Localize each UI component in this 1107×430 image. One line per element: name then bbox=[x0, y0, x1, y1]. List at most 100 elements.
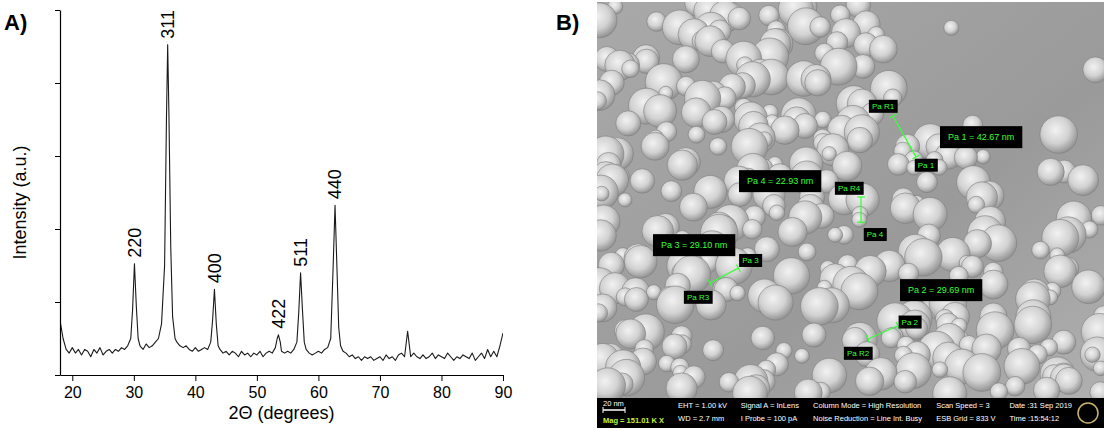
sem-particle bbox=[944, 20, 959, 35]
sem-particle bbox=[990, 383, 1008, 398]
measure-start-label-box bbox=[684, 291, 713, 304]
x-tick-mark bbox=[318, 375, 319, 381]
peak-label: 511 bbox=[291, 238, 311, 267]
magnification: Mag = 151.01 K X bbox=[603, 416, 664, 425]
sem-particle bbox=[979, 270, 1008, 299]
peak-label: 440 bbox=[325, 169, 345, 199]
info-column: Column Mode = High ResolutionNoise Reduc… bbox=[813, 401, 922, 423]
measure-value-label: Pa 3 = 29.10 nm bbox=[653, 234, 735, 256]
info-text: Time :15:54:12 bbox=[1009, 414, 1059, 423]
sem-particle bbox=[1093, 361, 1104, 376]
sem-particle bbox=[616, 111, 641, 136]
measure-start-label: Pa R3 bbox=[684, 291, 713, 304]
sem-particle bbox=[769, 205, 785, 221]
sem-particle bbox=[597, 294, 617, 322]
sem-particle bbox=[597, 175, 618, 210]
y-tick-mark bbox=[55, 10, 60, 11]
sem-particle bbox=[624, 245, 657, 278]
info-text: I Probe = 100 pA bbox=[741, 414, 798, 423]
y-axis-line bbox=[60, 11, 61, 376]
info-column: EHT = 1.00 kV WD = 2.7 mm bbox=[678, 401, 727, 423]
sem-particle bbox=[855, 367, 883, 395]
y-tick-mark bbox=[55, 83, 60, 84]
measure-line bbox=[860, 197, 861, 222]
sem-particle bbox=[1072, 270, 1104, 304]
peak-label: 311 bbox=[158, 10, 178, 39]
info-text: Column Mode = High Resolution bbox=[813, 401, 921, 410]
info-text: Scan Speed = 3 bbox=[936, 401, 990, 410]
sem-particle bbox=[1090, 382, 1104, 398]
info-text: EHT = 1.00 kV bbox=[678, 401, 727, 410]
y-tick bbox=[55, 83, 60, 84]
sem-particle bbox=[661, 181, 682, 202]
info-text: WD = 2.7 mm bbox=[678, 414, 724, 423]
sem-particle bbox=[852, 212, 867, 227]
x-tick-mark bbox=[257, 375, 258, 381]
measurement: Pa R2Pa 2Pa 2 = 29.69 nm bbox=[844, 279, 982, 360]
measure-value-label-text: Pa 4 = 22.93 nm bbox=[747, 176, 813, 186]
y-tick-mark bbox=[55, 302, 60, 303]
sem-particle bbox=[641, 132, 669, 160]
peak-label: 422 bbox=[269, 299, 289, 329]
y-tick bbox=[55, 302, 60, 303]
x-axis: 2030405060708090 bbox=[61, 375, 513, 401]
sem-particle bbox=[798, 243, 816, 261]
sem-particle bbox=[597, 186, 609, 201]
x-tick: 70 bbox=[372, 375, 390, 401]
figure: 20304050607080902Θ (degrees)Intensity (a… bbox=[0, 0, 1107, 430]
sem-particle bbox=[932, 362, 948, 378]
x-tick-mark bbox=[503, 375, 504, 381]
y-tick bbox=[55, 156, 60, 157]
sem-particle bbox=[667, 150, 697, 180]
sem-particle bbox=[742, 219, 762, 239]
measure-end-cap bbox=[866, 335, 869, 342]
measure-end-label-box bbox=[899, 316, 922, 329]
measure-value-label-text: Pa 2 = 29.69 nm bbox=[908, 285, 974, 295]
x-tick: 20 bbox=[64, 375, 82, 401]
logo bbox=[1078, 403, 1098, 423]
sem-particle bbox=[1044, 255, 1077, 288]
sem-particle bbox=[778, 217, 807, 246]
measure-value-label: Pa 4 = 22.93 nm bbox=[739, 170, 821, 192]
x-axis-line bbox=[61, 375, 504, 376]
measure-value-label-box bbox=[900, 279, 982, 301]
y-axis-title: Intensity (a.u.) bbox=[10, 145, 30, 259]
sem-particle bbox=[597, 220, 616, 252]
x-tick-label: 30 bbox=[125, 384, 143, 401]
peak-label: 220 bbox=[125, 228, 145, 258]
sem-particle bbox=[828, 227, 843, 242]
sem-particle bbox=[597, 80, 615, 111]
sem-particle bbox=[702, 109, 727, 134]
info-column: Scan Speed = 3 ESB Grid = 833 V bbox=[936, 401, 995, 423]
measure-start-label: Pa R2 bbox=[844, 347, 873, 360]
sem-particle bbox=[733, 376, 768, 398]
y-axis bbox=[55, 11, 61, 376]
x-tick-mark bbox=[72, 375, 73, 381]
y-tick-mark bbox=[55, 375, 60, 376]
sem-particle bbox=[751, 326, 775, 350]
measure-value-label: Pa 2 = 29.69 nm bbox=[900, 279, 982, 301]
measurements: Pa R1Pa 1Pa 1 = 42.67 nmPa R4Pa 4Pa 4 = … bbox=[653, 100, 1022, 360]
measure-value-label-box bbox=[739, 170, 821, 192]
measure-start-label-text: Pa R3 bbox=[687, 293, 710, 302]
sem-particle bbox=[728, 7, 751, 30]
info-column: Date :31 Sep 2019Time :15:54:12 bbox=[1009, 401, 1072, 423]
panel-letter: A) bbox=[4, 10, 27, 35]
sem-particle bbox=[1005, 376, 1024, 395]
x-tick-mark bbox=[380, 375, 381, 381]
sem-particle bbox=[597, 368, 626, 398]
measure-end-label-text: Pa 4 bbox=[867, 230, 884, 239]
x-axis-title: 2Θ (degrees) bbox=[228, 403, 334, 423]
scale-bar-cap bbox=[603, 407, 604, 413]
measure-end-label: Pa 4 bbox=[864, 228, 887, 241]
x-tick-label: 50 bbox=[248, 384, 266, 401]
sem-particle bbox=[794, 379, 822, 398]
y-tick bbox=[55, 10, 60, 11]
measure-end-label: Pa 1 bbox=[915, 159, 938, 172]
panel-b: Pa R1Pa 1Pa 1 = 42.67 nmPa R4Pa 4Pa 4 = … bbox=[581, 0, 1107, 428]
x-tick: 40 bbox=[187, 375, 205, 401]
info-text: ESB Grid = 833 V bbox=[936, 414, 995, 423]
sem-particle bbox=[933, 377, 967, 398]
sem-particle bbox=[630, 169, 654, 193]
measure-end-cap bbox=[857, 222, 865, 223]
